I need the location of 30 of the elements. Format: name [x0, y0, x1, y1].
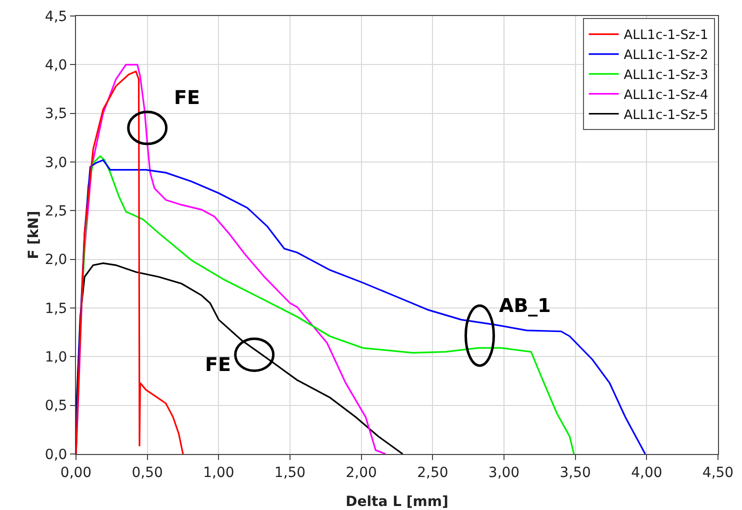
y-tick-label: 1,5	[44, 300, 68, 317]
x-tick-label: 2,50	[417, 464, 448, 481]
x-tick-label: 4,00	[631, 464, 662, 481]
y-tick-label: 4,0	[44, 58, 68, 74]
y-tick-label: 0,5	[44, 398, 68, 414]
x-tick-label: 3,50	[560, 464, 591, 481]
x-tick-label: 4,50	[702, 464, 734, 481]
y-tick-label: 0,0	[44, 446, 68, 463]
x-tick-label: 2,00	[346, 464, 377, 481]
legend-label: ALL1c-1-Sz-1	[624, 28, 708, 44]
y-tick-label: 2,0	[44, 252, 68, 268]
legend-label: ALL1c-1-Sz-3	[624, 68, 708, 84]
x-tick-label: 0,00	[60, 464, 92, 481]
legend-label: ALL1c-1-Sz-2	[624, 48, 708, 64]
x-axis-title: Delta L [mm]	[346, 494, 448, 510]
y-axis-title: F [kN]	[26, 210, 42, 260]
x-tick-label: 1,00	[203, 464, 234, 481]
annotation: FE	[205, 354, 231, 376]
y-tick-label: 3,0	[44, 154, 68, 171]
annotation: AB_1	[499, 295, 551, 317]
y-tick-label: 2,5	[44, 204, 68, 220]
x-tick-label: 3,00	[488, 464, 520, 481]
y-tick-label: 4,5	[44, 8, 68, 25]
legend-label: ALL1c-1-Sz-5	[624, 108, 708, 123]
annotation: FE	[174, 87, 200, 109]
x-tick-label: 1,50	[274, 464, 306, 481]
y-tick-label: 1,0	[44, 350, 68, 366]
legend-label: ALL1c-1-Sz-4	[624, 88, 708, 103]
y-tick-label: 3,5	[44, 106, 68, 122]
x-tick-label: 0,50	[132, 464, 163, 481]
